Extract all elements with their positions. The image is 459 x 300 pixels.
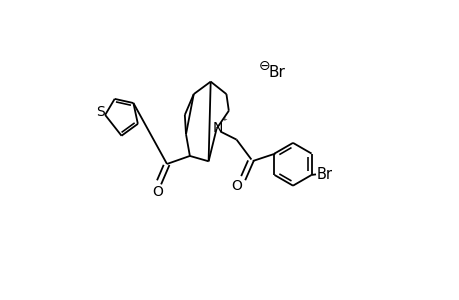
Text: ⊖: ⊖ bbox=[258, 59, 270, 73]
Text: O: O bbox=[231, 179, 242, 193]
Text: O: O bbox=[152, 185, 163, 199]
Text: S: S bbox=[96, 105, 105, 119]
Text: Br: Br bbox=[316, 167, 332, 182]
Text: ⁺: ⁺ bbox=[220, 117, 226, 127]
Text: N: N bbox=[212, 121, 223, 135]
Text: Br: Br bbox=[268, 65, 284, 80]
